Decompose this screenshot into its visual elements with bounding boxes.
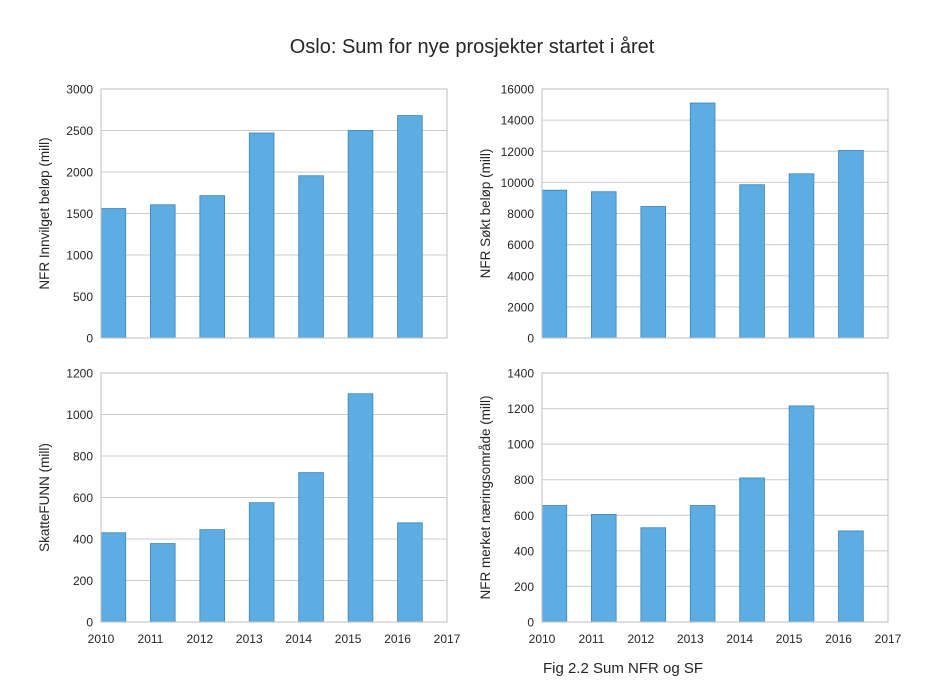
bar	[541, 189, 568, 339]
x-tick-label: 2012	[187, 632, 214, 646]
plot-frame	[100, 88, 448, 339]
y-tick-label: 12000	[501, 145, 535, 159]
bar	[739, 477, 765, 623]
bar	[248, 132, 275, 339]
bar	[788, 173, 815, 339]
y-tick-label: 10000	[501, 176, 535, 190]
bar	[689, 102, 716, 339]
plot-frame	[541, 88, 889, 339]
plot-frame	[100, 372, 448, 623]
figure-caption: Fig 2.2 Sum NFR og SF	[543, 660, 704, 677]
bar	[248, 502, 275, 623]
bar	[591, 513, 617, 623]
y-tick-label: 1500	[66, 207, 93, 221]
bar	[689, 505, 716, 623]
y-tick-label: 1400	[507, 367, 534, 381]
x-tick-label: 2011	[138, 632, 164, 646]
y-tick-label: 16000	[501, 83, 535, 97]
y-axis-label: NFR merket næringsområde (mill)	[478, 395, 493, 599]
y-axis-label: SkatteFUNN (mill)	[37, 443, 52, 552]
y-tick-label: 800	[514, 473, 534, 487]
y-tick-label: 200	[73, 574, 93, 588]
y-tick-label: 1000	[66, 249, 93, 263]
bar	[838, 530, 864, 623]
bar	[397, 522, 423, 623]
bar	[100, 532, 127, 623]
y-axis-label: NFR Søkt beløp (mill)	[478, 149, 493, 279]
x-tick-label: 2011	[579, 632, 605, 646]
bar	[640, 527, 666, 623]
bar	[788, 405, 815, 623]
bar	[347, 393, 374, 623]
x-tick-label: 2015	[776, 632, 803, 646]
y-tick-label: 8000	[507, 207, 534, 221]
y-tick-label: 600	[73, 491, 93, 505]
bar	[199, 529, 225, 623]
y-tick-label: 0	[86, 616, 93, 630]
bar	[591, 191, 617, 339]
y-axis-label: NFR Innvilget beløp (mill)	[37, 137, 52, 289]
y-tick-label: 400	[73, 533, 93, 547]
y-tick-label: 6000	[507, 238, 534, 252]
x-tick-label: 2010	[529, 632, 556, 646]
x-tick-label: 2015	[335, 632, 362, 646]
x-tick-label: 2014	[285, 632, 312, 646]
chart-panel-3: 0 200 400 600 800 1000 1200 2010 2011 2012 2013 201…	[37, 367, 461, 647]
bar	[100, 208, 127, 339]
y-tick-label: 2000	[66, 166, 93, 180]
y-tick-label: 400	[514, 544, 534, 558]
y-tick-label: 600	[514, 509, 534, 523]
bar	[150, 204, 176, 339]
bar	[397, 115, 423, 339]
y-tick-label: 1000	[507, 438, 534, 452]
bar	[347, 130, 374, 339]
bar	[541, 505, 568, 623]
bar	[150, 543, 176, 623]
chart-figure-title: Oslo: Sum for nye prosjekter startet i å…	[289, 36, 655, 58]
y-tick-label: 4000	[507, 269, 534, 283]
y-tick-label: 2000	[507, 300, 534, 314]
chart-panel-4: 0 200 400 600 800 1000 1200 1400 2010 2011 2012 201…	[478, 367, 902, 647]
y-tick-label: 0	[86, 332, 93, 346]
y-tick-label: 1200	[66, 367, 93, 381]
x-tick-label: 2013	[677, 632, 704, 646]
chart-panel-2: 0 2000 4000 6000 8000 10000 12000 14000 16000 NFR…	[478, 83, 889, 346]
y-tick-label: 3000	[66, 83, 93, 97]
x-tick-label: 2013	[236, 632, 263, 646]
x-tick-label: 2012	[628, 632, 655, 646]
bar	[199, 195, 225, 339]
y-tick-label: 200	[514, 580, 534, 594]
x-tick-label: 2014	[726, 632, 753, 646]
y-tick-label: 800	[73, 450, 93, 464]
x-tick-label: 2010	[88, 632, 115, 646]
y-tick-label: 14000	[501, 114, 535, 128]
bar	[640, 206, 666, 339]
bar	[298, 175, 324, 339]
chart-panel-1: 0 500 1000 1500 2000 2500 3000 NFR Innvilget be…	[37, 83, 448, 346]
y-tick-label: 1000	[66, 408, 93, 422]
y-tick-label: 500	[73, 290, 93, 304]
y-tick-label: 0	[527, 616, 534, 630]
bar	[298, 472, 324, 623]
plot-frame	[541, 372, 889, 623]
x-tick-label: 2016	[825, 632, 852, 646]
bar	[838, 150, 864, 339]
x-tick-label: 2017	[434, 632, 461, 646]
x-tick-label: 2016	[384, 632, 411, 646]
bar	[739, 184, 765, 339]
y-tick-label: 1200	[507, 402, 534, 416]
y-tick-label: 0	[527, 332, 534, 346]
x-tick-label: 2017	[875, 632, 902, 646]
y-tick-label: 2500	[66, 124, 93, 138]
